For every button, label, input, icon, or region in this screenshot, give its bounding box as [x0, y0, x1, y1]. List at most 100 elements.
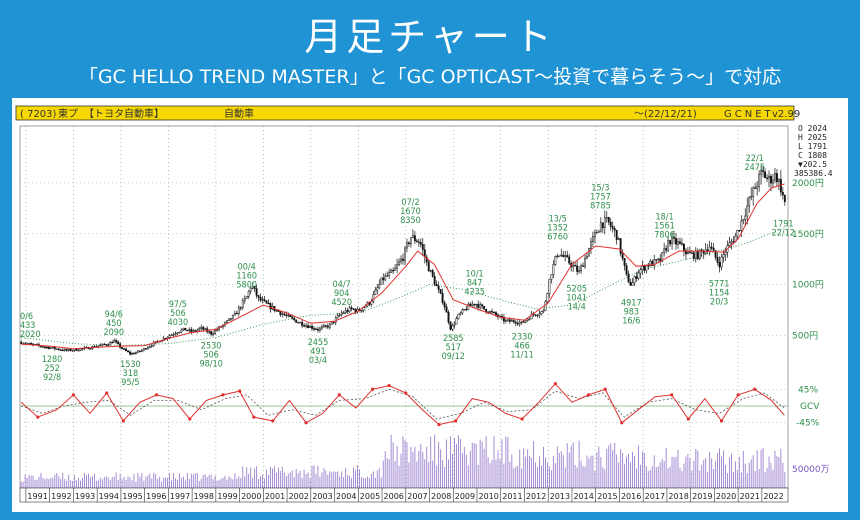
candle-body [408, 242, 410, 245]
candle-body [681, 243, 683, 245]
candle-body [136, 350, 139, 353]
candle-body [746, 205, 749, 217]
peak-annotation: 10/1 847 4235 [464, 269, 485, 297]
candle-body [477, 304, 480, 308]
candle-body [696, 250, 699, 260]
candle-body [402, 258, 404, 261]
candle-body [115, 340, 118, 343]
osc-bottom-label: -45% [796, 419, 820, 429]
annotation-line: 1561 [654, 222, 675, 232]
candle-body [344, 310, 347, 314]
peak-annotation: 07/2 1670 8350 [400, 198, 421, 226]
peak-annotation: 18/1 1561 7806 [654, 213, 675, 241]
annotation-line: 1352 [547, 223, 568, 233]
candle-body [121, 347, 124, 349]
candle-body [113, 340, 116, 343]
candle-body [665, 248, 668, 251]
annotation-line: 450 [106, 319, 121, 329]
annotation-line: 07/2 [401, 198, 419, 208]
candle-body [560, 254, 563, 257]
candle-body [406, 242, 408, 249]
candle-body [77, 350, 80, 352]
annotation-line: 2330 [512, 333, 533, 343]
annotation-line: 4030 [168, 318, 189, 328]
candle-body [526, 318, 529, 321]
candle-body [386, 275, 389, 277]
annotation-line: 10/1 [466, 269, 484, 279]
annotation-line: 252 [44, 364, 59, 374]
x-tick-label: 1993 [75, 492, 95, 501]
annotation-line: 04/7 [333, 280, 351, 290]
candle-body [233, 312, 236, 316]
candle-body [455, 318, 458, 325]
osc-top-label: 45% [798, 385, 818, 395]
peak-annotation: 1280 252 92/8 [42, 355, 63, 383]
candle-body [524, 320, 527, 323]
peak-annotation: 5771 1154 20/3 [709, 279, 730, 307]
annotation-line: 8785 [590, 202, 611, 212]
annotation-line: 1154 [709, 288, 730, 298]
candle-body [777, 179, 780, 182]
candle-body [764, 171, 766, 179]
candle-body [669, 240, 672, 245]
candle-body [299, 321, 302, 324]
candle-body [609, 221, 612, 227]
candle-body [429, 270, 432, 272]
candle-body [489, 311, 492, 314]
brand-label: GCNET [724, 109, 774, 120]
sector-label: 自動車 [224, 107, 254, 120]
candle-body [198, 328, 201, 331]
peak-annotation: 2530 506 98/10 [199, 342, 222, 370]
candle-body [281, 313, 284, 315]
candle-body [417, 241, 420, 243]
x-tick-label: 2003 [312, 492, 332, 501]
osc-signal-dot [387, 383, 391, 388]
annotation-line: 22/12 [772, 229, 795, 239]
candle-body [61, 349, 64, 351]
candle-body [303, 325, 306, 327]
candle-body [586, 255, 588, 259]
candle-body [315, 328, 317, 330]
candle-body [413, 235, 416, 242]
high-price: H 2025 [798, 133, 827, 142]
annotation-line: 18/1 [655, 213, 673, 223]
annotation-line: 318 [123, 369, 138, 379]
grid-layer [19, 125, 789, 489]
candle-body [742, 219, 745, 222]
candle-body [550, 274, 553, 280]
candle-body [301, 321, 304, 326]
osc-signal-dot [252, 415, 256, 419]
annotation-line: 8350 [400, 216, 421, 226]
candle-body [728, 242, 731, 246]
candle-body [621, 253, 624, 259]
osc-signal-dot [271, 419, 275, 423]
candle-body [439, 289, 442, 294]
candle-body [441, 292, 444, 303]
candle-body [451, 325, 454, 330]
candle-body [562, 254, 565, 257]
annotation-line: 20/3 [710, 297, 728, 307]
candle-body [479, 304, 482, 308]
candle-body [283, 313, 286, 316]
candle-body [534, 314, 537, 316]
candle-body [202, 326, 205, 330]
candle-body [774, 173, 776, 181]
candle-body [328, 323, 331, 328]
candle-body [320, 326, 323, 329]
annotation-line: 1530 [120, 360, 141, 370]
candle-body [131, 352, 133, 355]
candle-body [576, 265, 579, 272]
candle-body [425, 256, 428, 263]
x-tick-label: 2013 [550, 492, 570, 501]
candle-body [754, 187, 757, 189]
x-tick-label: 2010 [479, 492, 499, 501]
candle-body [107, 344, 110, 346]
candle-body [176, 332, 179, 334]
candle-body [138, 350, 141, 352]
x-tick-label: 2008 [431, 492, 451, 501]
candle-body [65, 349, 68, 351]
candle-body [49, 347, 52, 349]
candle-body [47, 346, 50, 349]
candle-body [584, 257, 586, 267]
